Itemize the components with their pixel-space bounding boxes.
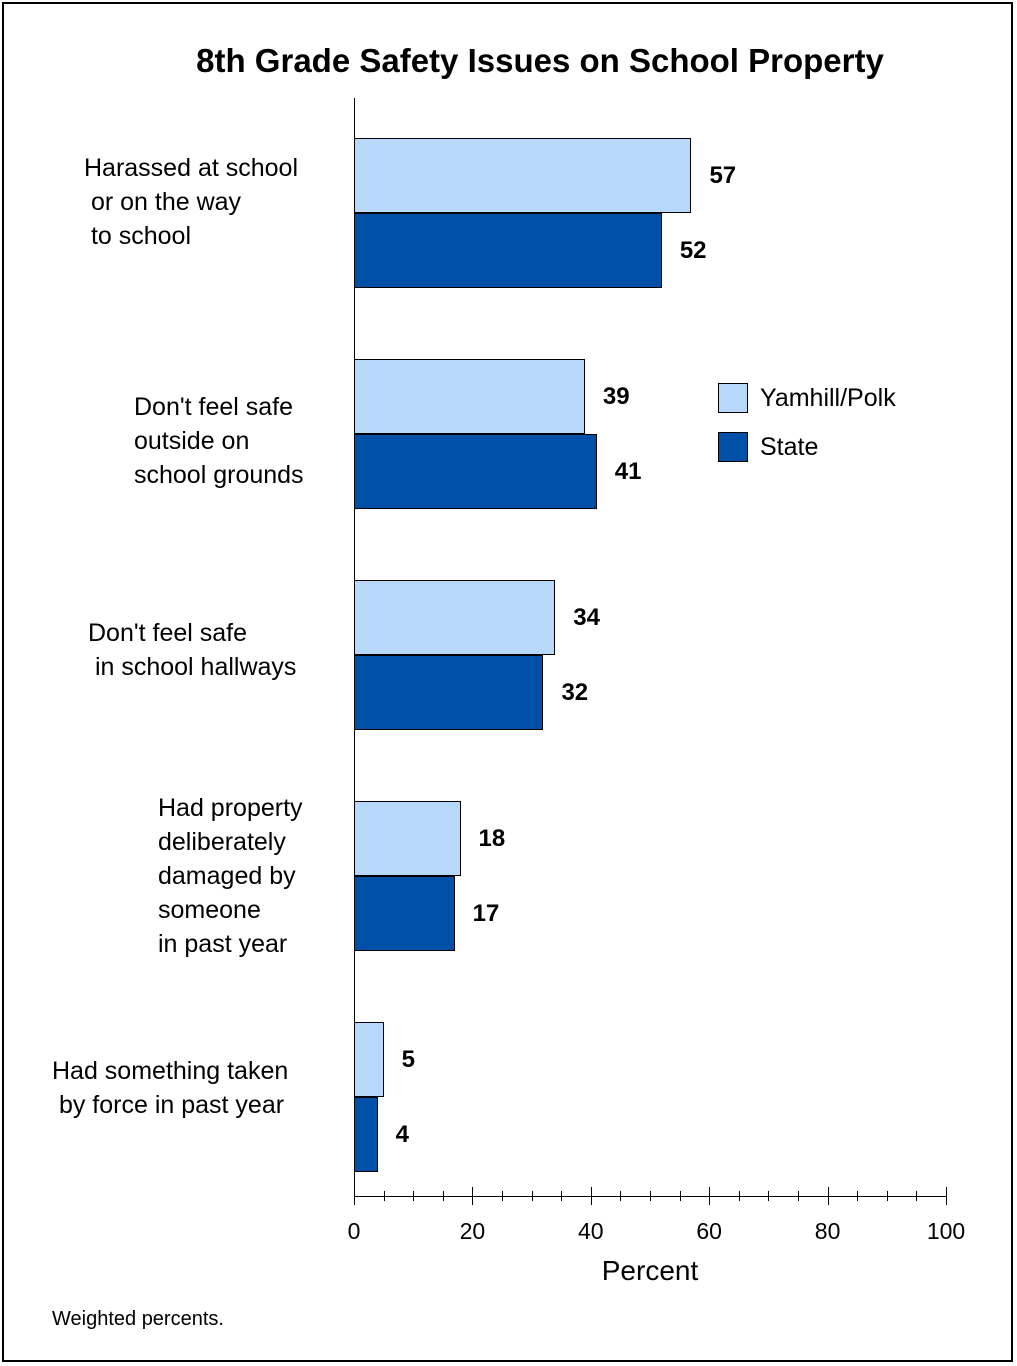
bar-state xyxy=(354,434,597,509)
x-tick-minor xyxy=(413,1191,415,1201)
x-tick-minor xyxy=(620,1191,622,1201)
bar-state xyxy=(354,213,662,288)
data-label: 18 xyxy=(478,825,506,852)
bar-state xyxy=(354,876,455,951)
legend-swatch-state xyxy=(718,432,748,462)
category-label: Harassed at school or on the way to scho… xyxy=(84,154,299,250)
category-label: Had something taken by force in past yea… xyxy=(52,1057,289,1119)
data-label: 4 xyxy=(395,1121,410,1148)
x-tick-minor xyxy=(768,1191,770,1201)
chart-title: 8th Grade Safety Issues on School Proper… xyxy=(196,42,884,79)
bar-state xyxy=(354,1097,378,1172)
x-tick-major xyxy=(590,1187,592,1205)
x-tick-minor xyxy=(650,1191,651,1201)
bar-yamhill-polk xyxy=(354,801,461,876)
x-tick-label: 40 xyxy=(578,1218,604,1244)
bar-yamhill-polk xyxy=(354,138,692,213)
bar-state xyxy=(354,655,544,730)
x-tick-major xyxy=(946,1187,947,1205)
footnote: Weighted percents. xyxy=(52,1308,224,1330)
x-tick-minor xyxy=(502,1191,503,1201)
x-tick-label: 0 xyxy=(347,1218,361,1244)
x-tick-minor xyxy=(857,1191,859,1201)
x-tick-minor xyxy=(916,1191,918,1201)
x-axis-label: Percent xyxy=(601,1255,699,1286)
x-tick-minor xyxy=(561,1191,563,1201)
x-tick-label: 80 xyxy=(814,1218,841,1244)
data-label: 32 xyxy=(561,679,589,706)
x-tick-label: 60 xyxy=(696,1218,722,1244)
data-label: 52 xyxy=(679,237,707,264)
x-tick-minor xyxy=(679,1191,681,1201)
x-tick-minor xyxy=(531,1191,533,1201)
legend-label-state: State xyxy=(760,433,819,461)
data-label: 39 xyxy=(602,383,630,410)
legend-swatch-yamhill-polk xyxy=(718,383,748,413)
x-tick-minor xyxy=(442,1191,444,1201)
legend-label-yamhill-polk: Yamhill/Polk xyxy=(760,384,896,412)
data-label: 17 xyxy=(472,900,500,927)
x-tick-minor xyxy=(383,1191,385,1201)
x-tick-label: 100 xyxy=(926,1218,966,1244)
x-tick-major xyxy=(827,1187,829,1205)
bar-yamhill-polk xyxy=(354,1022,384,1097)
x-tick-minor xyxy=(738,1191,740,1201)
bar-yamhill-polk xyxy=(354,580,556,655)
data-label: 57 xyxy=(709,162,737,189)
x-tick-major xyxy=(709,1187,711,1205)
x-tick-minor xyxy=(798,1191,799,1201)
bar-yamhill-polk xyxy=(354,359,585,434)
category-label: Don't feel safe in school hallways xyxy=(88,619,297,681)
category-label: Don't feel safe outside on school ground… xyxy=(134,393,304,489)
data-label: 5 xyxy=(401,1046,415,1073)
x-tick-minor xyxy=(886,1191,888,1201)
x-tick-major xyxy=(472,1187,474,1205)
x-tick-major xyxy=(354,1187,355,1205)
data-label: 34 xyxy=(573,604,600,631)
category-label: Had property deliberately damaged by som… xyxy=(158,794,303,958)
x-tick-label: 20 xyxy=(459,1218,486,1244)
data-label: 41 xyxy=(614,458,642,485)
